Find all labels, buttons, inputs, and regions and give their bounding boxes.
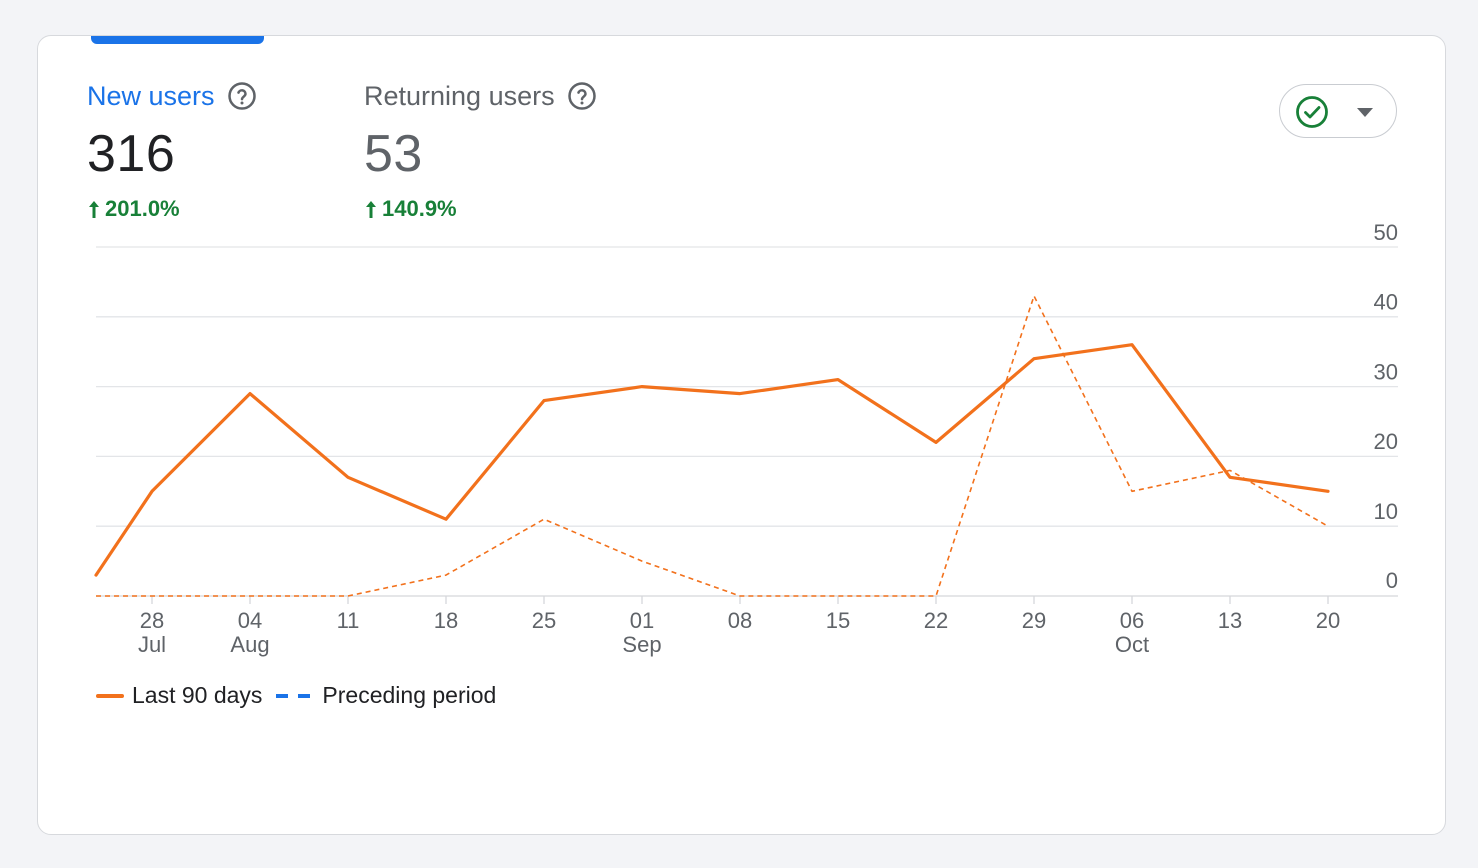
x-tick-label: 18 bbox=[434, 608, 458, 633]
metric-returning-users-change-text: 140.9% bbox=[382, 196, 457, 221]
data-point-current-5 bbox=[542, 399, 546, 403]
data-point-preceding-8 bbox=[836, 594, 840, 598]
data-point-current-4 bbox=[444, 517, 448, 521]
y-tick-label: 0 bbox=[1386, 568, 1398, 593]
metric-new-users-change: 201.0% bbox=[87, 196, 257, 222]
x-tick-label: 04 bbox=[238, 608, 262, 633]
series-line-last-90-days bbox=[94, 343, 1330, 577]
caret-down-icon bbox=[1357, 108, 1373, 117]
data-point-current-11 bbox=[1130, 343, 1134, 347]
help-circle-icon[interactable] bbox=[227, 81, 257, 111]
data-point-preceding-4 bbox=[444, 573, 448, 577]
data-point-preceding-7 bbox=[738, 594, 742, 598]
chart-legend: Last 90 days Preceding period bbox=[96, 682, 510, 709]
y-tick-label: 10 bbox=[1374, 499, 1398, 524]
x-tick-label: 28 bbox=[140, 608, 164, 633]
x-tick-label: 29 bbox=[1022, 608, 1046, 633]
data-point-current-13 bbox=[1326, 489, 1330, 493]
x-tick-label: 13 bbox=[1218, 608, 1242, 633]
x-tick-month-label: Jul bbox=[138, 632, 166, 657]
data-point-preceding-2 bbox=[248, 594, 252, 598]
legend-label-last-90-days: Last 90 days bbox=[132, 682, 263, 708]
data-point-current-0 bbox=[94, 573, 98, 577]
data-point-preceding-0 bbox=[94, 594, 98, 598]
legend-item-last-90-days[interactable]: Last 90 days bbox=[96, 682, 262, 709]
x-tick-label: 08 bbox=[728, 608, 752, 633]
data-point-preceding-12 bbox=[1228, 468, 1232, 472]
data-point-current-9 bbox=[934, 440, 938, 444]
metric-new-users[interactable]: New users 316 201.0% bbox=[87, 80, 257, 222]
metric-new-users-change-text: 201.0% bbox=[105, 196, 180, 221]
data-point-preceding-1 bbox=[150, 594, 154, 598]
data-point-preceding-6 bbox=[640, 559, 644, 563]
data-point-preceding-10 bbox=[1032, 294, 1036, 298]
new-users-card: New users 316 201.0% Returning users 53 bbox=[37, 35, 1446, 835]
data-point-current-3 bbox=[346, 475, 350, 479]
y-tick-label: 20 bbox=[1374, 429, 1398, 454]
data-point-current-6 bbox=[640, 385, 644, 389]
compare-toggle-button[interactable] bbox=[1279, 84, 1397, 138]
metric-returning-users-label[interactable]: Returning users bbox=[364, 81, 555, 111]
y-tick-label: 30 bbox=[1374, 359, 1398, 384]
legend-swatch-dashed bbox=[276, 693, 315, 698]
y-tick-label: 40 bbox=[1374, 290, 1398, 315]
metric-new-users-header: New users bbox=[87, 80, 257, 112]
y-tick-label: 50 bbox=[1374, 220, 1398, 245]
metric-returning-users-change: 140.9% bbox=[364, 196, 597, 222]
data-point-current-7 bbox=[738, 392, 742, 396]
data-point-current-12 bbox=[1228, 475, 1232, 479]
legend-swatch-solid bbox=[96, 693, 124, 698]
x-tick-label: 22 bbox=[924, 608, 948, 633]
data-point-current-10 bbox=[1032, 357, 1036, 361]
x-tick-label: 25 bbox=[532, 608, 556, 633]
active-tab-indicator bbox=[91, 36, 264, 44]
data-point-preceding-13 bbox=[1326, 524, 1330, 528]
legend-label-preceding-period: Preceding period bbox=[322, 682, 497, 708]
x-tick-label: 15 bbox=[826, 608, 850, 633]
data-point-current-8 bbox=[836, 378, 840, 382]
check-circle-icon bbox=[1296, 96, 1328, 128]
arrow-up-icon bbox=[366, 201, 376, 218]
x-tick-label: 11 bbox=[337, 608, 360, 633]
data-point-preceding-9 bbox=[934, 594, 938, 598]
data-point-preceding-5 bbox=[542, 517, 546, 521]
metric-returning-users-value: 53 bbox=[364, 125, 423, 183]
x-tick-label: 20 bbox=[1316, 608, 1340, 633]
help-circle-icon[interactable] bbox=[567, 81, 597, 111]
arrow-up-icon bbox=[89, 201, 99, 218]
series-line-preceding-period bbox=[96, 295, 1329, 597]
x-tick-month-label: Sep bbox=[622, 632, 661, 657]
x-tick-month-label: Oct bbox=[1115, 632, 1149, 657]
data-point-current-2 bbox=[248, 392, 252, 396]
metric-returning-users-header: Returning users bbox=[364, 80, 597, 112]
metric-new-users-label[interactable]: New users bbox=[87, 81, 215, 111]
metric-returning-users[interactable]: Returning users 53 140.9% bbox=[364, 80, 597, 222]
legend-item-preceding-period[interactable]: Preceding period bbox=[276, 682, 496, 709]
x-tick-label: 06 bbox=[1120, 608, 1144, 633]
x-tick-label: 01 bbox=[630, 608, 654, 633]
data-point-preceding-11 bbox=[1130, 489, 1134, 493]
data-point-preceding-3 bbox=[346, 594, 350, 598]
x-tick-month-label: Aug bbox=[230, 632, 269, 657]
metric-new-users-value: 316 bbox=[87, 125, 176, 183]
data-point-current-1 bbox=[150, 489, 154, 493]
